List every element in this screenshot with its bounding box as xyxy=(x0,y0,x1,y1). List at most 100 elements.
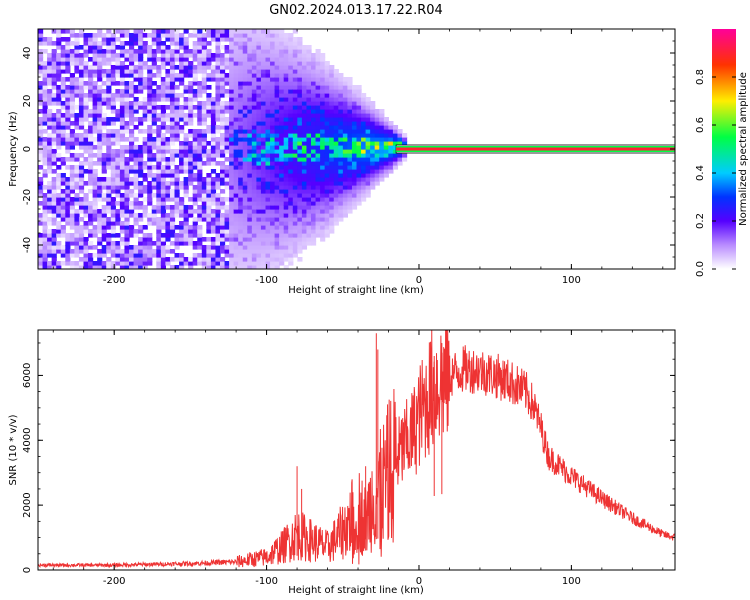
spectrogram-cell xyxy=(38,233,44,238)
spectrogram-cell xyxy=(110,205,116,210)
spectrogram-cell xyxy=(306,161,312,166)
spectrogram-cell xyxy=(270,149,276,154)
spectrogram-cell xyxy=(229,53,235,58)
spectrogram-cell xyxy=(69,101,75,106)
spectrogram-cell xyxy=(342,93,348,98)
spectrogram-cell xyxy=(156,209,162,214)
spectrogram-cell xyxy=(342,133,348,138)
spectrogram-cell xyxy=(124,101,130,106)
spectrogram-cell xyxy=(311,133,317,138)
spectrogram-cell xyxy=(124,169,130,174)
spectrogram-cell xyxy=(351,161,358,166)
spectrogram-cell xyxy=(256,257,262,262)
spectrogram-cell xyxy=(238,165,244,170)
spectrogram-cell xyxy=(92,137,98,142)
spectrogram-cell xyxy=(56,45,62,50)
spectrogram-cell xyxy=(165,161,171,166)
spectrogram-cell xyxy=(215,173,221,178)
spectrogram-cell xyxy=(324,85,330,90)
spectrogram-cell xyxy=(115,69,121,74)
spectrogram-cell xyxy=(129,257,135,262)
spectrogram-cell xyxy=(279,109,285,114)
spectrogram-cell xyxy=(119,209,126,214)
spectrogram-cell xyxy=(129,193,135,198)
spectrogram-cell xyxy=(260,153,267,158)
spectrogram-cell xyxy=(101,89,107,94)
spectrogram-cell xyxy=(160,41,166,46)
spectrogram-cell xyxy=(338,137,344,142)
spectrogram-cell xyxy=(270,185,276,190)
spectrogram-cell xyxy=(361,137,367,142)
spectrogram-cell xyxy=(260,189,267,194)
spectrogram-cell xyxy=(119,169,126,174)
spectrogram-cell xyxy=(279,53,285,58)
spectrogram-cell xyxy=(156,197,162,202)
spectrogram-cell xyxy=(169,217,176,222)
spectrogram-cell xyxy=(156,265,162,269)
spectrogram-cell xyxy=(51,149,57,154)
spectrogram-cell xyxy=(183,209,189,214)
spectrogram-cell xyxy=(333,101,339,106)
spectrogram-cell xyxy=(56,137,62,142)
spectrogram-cell xyxy=(119,257,126,262)
spectrogram-cell xyxy=(151,109,157,114)
spectrogram-cell xyxy=(165,117,171,122)
spectrogram-cell xyxy=(329,137,335,142)
spectrogram-cell xyxy=(101,161,107,166)
spectrogram-cell xyxy=(78,141,85,146)
spectrogram-cell xyxy=(142,205,148,210)
spectrogram-cell xyxy=(347,201,353,206)
spectrogram-cell xyxy=(342,105,348,110)
spectrogram-cell xyxy=(283,117,289,122)
spectrogram-cell xyxy=(42,73,48,78)
spectrogram-cell xyxy=(315,229,321,234)
spectrogram-cell xyxy=(56,69,62,74)
spectrogram-cell xyxy=(42,161,48,166)
spectrogram-cell xyxy=(320,125,326,130)
spectrogram-cell xyxy=(106,77,112,82)
spectrogram-cell xyxy=(229,185,235,190)
spectrogram-cell xyxy=(342,97,348,102)
spectrogram-cell xyxy=(238,125,244,130)
spectrogram-cell xyxy=(192,241,198,246)
spectrogram-cell xyxy=(56,121,62,126)
spectrogram-cell xyxy=(124,33,130,38)
spectrogram-cell xyxy=(138,53,144,58)
spectrogram-cell xyxy=(324,129,330,134)
spectrogram-cell xyxy=(151,217,157,222)
spectrogram-cell xyxy=(265,89,271,94)
spectrogram-cell xyxy=(242,125,248,130)
spectrogram-cell xyxy=(169,69,176,74)
spectrogram-cell xyxy=(383,157,389,162)
spectrogram-cell xyxy=(129,73,135,78)
y-tick-label: 40 xyxy=(22,47,33,60)
spectrogram-cell xyxy=(88,45,94,50)
spectrogram-cell xyxy=(201,209,207,214)
spectrogram-cell xyxy=(242,53,248,58)
spectrogram-cell xyxy=(97,209,103,214)
spectrogram-cell xyxy=(265,49,271,54)
spectrogram-cell xyxy=(265,37,271,42)
spectrogram-cell xyxy=(179,37,185,42)
spectrogram-cell xyxy=(229,261,235,266)
spectrogram-cell xyxy=(288,101,294,106)
spectrogram-cell xyxy=(142,233,148,238)
spectrogram-cell xyxy=(151,37,157,42)
spectrogram-cell xyxy=(351,193,358,198)
spectrogram-cell xyxy=(115,257,121,262)
spectrogram-cell xyxy=(165,125,171,130)
spectrogram-cell xyxy=(201,185,207,190)
spectrogram-cell xyxy=(247,97,253,102)
spectrogram-cell xyxy=(361,121,367,126)
spectrogram-cell xyxy=(324,61,330,66)
spectrogram-cell xyxy=(101,233,107,238)
spectrogram-cell xyxy=(270,29,276,34)
spectrogram-cell xyxy=(179,73,185,78)
spectrogram-cell xyxy=(124,221,130,226)
spectrogram-cell xyxy=(74,61,80,66)
spectrogram-cell xyxy=(233,241,239,246)
spectrogram-cell xyxy=(188,69,194,74)
spectrogram-cell xyxy=(265,201,271,206)
spectrogram-cell xyxy=(92,225,98,230)
